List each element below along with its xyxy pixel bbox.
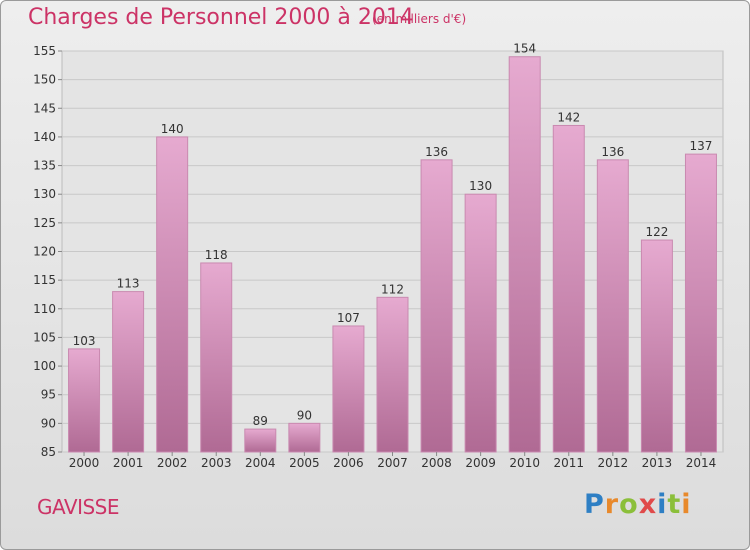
data-label: 103 (73, 334, 96, 348)
bar (112, 291, 145, 453)
x-tick-label: 2004 (245, 456, 276, 470)
bar (332, 325, 365, 453)
logo-letter: x (638, 489, 658, 520)
chart-subtitle: (en milliers d'€) (372, 12, 467, 26)
x-tick-label: 2013 (642, 456, 673, 470)
chart-title: Charges de Personnel 2000 à 2014 (28, 5, 414, 30)
y-axis-ticks: 85 90 95 100 105 110 115 120 125 130 135 140 145 150 1… (33, 44, 62, 459)
x-tick-label: 2003 (201, 456, 232, 470)
x-tick-label: 2008 (421, 456, 452, 470)
y-tick-label: 125 (33, 216, 56, 230)
data-label: 136 (601, 145, 624, 159)
data-label: 154 (513, 42, 536, 56)
x-tick-label: 2007 (377, 456, 408, 470)
y-tick-label: 115 (33, 273, 56, 287)
y-tick-label: 85 (41, 445, 56, 459)
y-tick-label: 150 (33, 73, 56, 87)
logo-letter: i (681, 489, 692, 520)
bar (552, 124, 585, 453)
bar (508, 56, 541, 453)
logo-letter: r (604, 489, 620, 520)
y-tick-label: 130 (33, 187, 56, 201)
logo-letter: o (619, 489, 639, 520)
x-tick-label: 2011 (553, 456, 584, 470)
y-tick-label: 140 (33, 130, 56, 144)
data-label: 130 (469, 179, 492, 193)
bar (596, 159, 629, 453)
x-tick-label: 2012 (598, 456, 629, 470)
x-axis-ticks: 2000 2001 2002 2003 2004 2005 2006 2007 2008 2009… (69, 452, 716, 470)
x-tick-label: 2009 (465, 456, 496, 470)
bar (464, 193, 497, 453)
y-tick-label: 95 (41, 388, 56, 402)
data-label: 90 (297, 408, 312, 422)
data-label: 136 (425, 145, 448, 159)
bar (640, 239, 673, 453)
data-label: 122 (645, 225, 668, 239)
x-tick-label: 2005 (289, 456, 320, 470)
bar (288, 422, 321, 453)
y-tick-label: 120 (33, 245, 56, 259)
y-tick-label: 105 (33, 330, 56, 344)
logo-letter: P (584, 489, 605, 520)
bar (684, 153, 717, 453)
bar (200, 262, 233, 453)
data-label: 118 (205, 248, 228, 262)
data-label: 89 (253, 414, 268, 428)
commune-name: GAVISSE (37, 495, 120, 519)
x-tick-label: 2001 (113, 456, 144, 470)
y-tick-label: 145 (33, 101, 56, 115)
bar (244, 428, 277, 453)
bar (68, 348, 101, 453)
bar (156, 136, 189, 453)
data-label: 113 (117, 277, 140, 291)
y-tick-label: 90 (41, 416, 56, 430)
y-tick-label: 135 (33, 159, 56, 173)
data-label: 137 (690, 139, 713, 153)
x-tick-label: 2010 (509, 456, 540, 470)
x-tick-label: 2006 (333, 456, 364, 470)
bar (376, 296, 409, 453)
bar (420, 159, 453, 453)
y-tick-label: 100 (33, 359, 56, 373)
logo-letter: i (657, 489, 668, 520)
proxiti-logo: Proxiti (584, 489, 692, 520)
y-tick-label: 155 (33, 44, 56, 58)
logo-letter: t (667, 489, 682, 520)
data-labels: 103 113 140 118 89 90 107 112 136 130 154 142 136 122… (73, 42, 713, 428)
data-label: 142 (557, 110, 580, 124)
data-label: 107 (337, 311, 360, 325)
x-tick-label: 2014 (686, 456, 717, 470)
x-tick-label: 2002 (157, 456, 188, 470)
data-label: 140 (161, 122, 184, 136)
y-tick-label: 110 (33, 302, 56, 316)
x-tick-label: 2000 (69, 456, 100, 470)
data-label: 112 (381, 282, 404, 296)
